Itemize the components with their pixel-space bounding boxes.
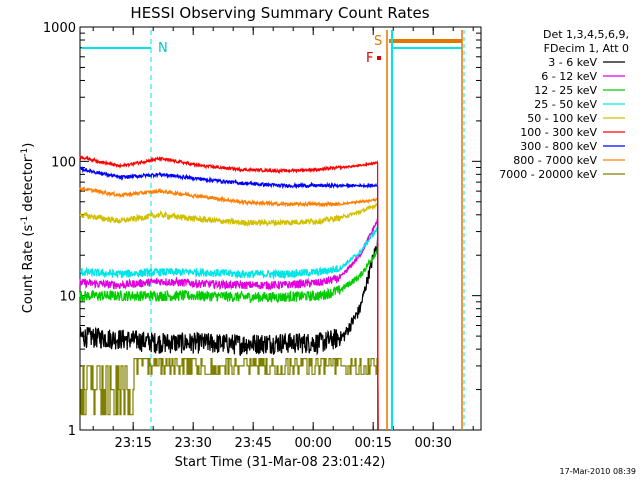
legend-label: 300 - 800 keV bbox=[520, 140, 597, 153]
legend-label: 50 - 100 keV bbox=[527, 112, 597, 125]
y-label-sup: -1 bbox=[20, 216, 30, 225]
series-line bbox=[79, 201, 379, 430]
y-label-part: Count Rate (s bbox=[21, 225, 36, 314]
flare-flag-mark bbox=[377, 56, 381, 60]
flag-markers: N S F bbox=[82, 30, 465, 430]
flare-flag-label: F bbox=[366, 51, 373, 66]
series-line bbox=[79, 218, 379, 430]
series-line bbox=[79, 186, 379, 430]
x-tick-label: 23:45 bbox=[234, 436, 271, 451]
legend-header-line: FDecim 1, Att 0 bbox=[544, 42, 629, 55]
legend: Det 1,3,4,5,6,9, FDecim 1, Att 0 3 - 6 k… bbox=[499, 28, 629, 181]
chart-title: HESSI Observing Summary Count Rates bbox=[130, 4, 429, 22]
x-tick-label: 23:15 bbox=[114, 436, 151, 451]
legend-label: 12 - 25 keV bbox=[534, 84, 597, 97]
legend-label: 3 - 6 keV bbox=[548, 56, 597, 69]
x-axis: 23:15 23:30 23:45 00:00 00:15 00:30 bbox=[92, 27, 474, 451]
plot-frame bbox=[79, 26, 482, 431]
y-tick-label: 1000 bbox=[43, 21, 76, 36]
timestamp: 17-Mar-2010 08:39 bbox=[560, 467, 637, 476]
legend-label: 25 - 50 keV bbox=[534, 98, 597, 111]
x-tick-label: 00:00 bbox=[294, 436, 331, 451]
x-axis-label: Start Time (31-Mar-08 23:01:42) bbox=[175, 455, 386, 470]
legend-label: 6 - 12 keV bbox=[541, 70, 597, 83]
y-label-part: detector bbox=[21, 156, 36, 216]
x-tick-label: 00:30 bbox=[414, 436, 451, 451]
y-label-part: ) bbox=[21, 143, 36, 148]
legend-label: 100 - 300 keV bbox=[520, 126, 597, 139]
y-tick-label: 10 bbox=[59, 290, 76, 305]
y-axis-label: Count Rate (s-1 detector-1) bbox=[20, 143, 36, 314]
y-axis: 1000 100 10 1 bbox=[43, 21, 481, 439]
y-tick-label: 100 bbox=[51, 155, 76, 170]
series-line bbox=[79, 166, 379, 430]
series-line bbox=[79, 237, 379, 430]
series-lines bbox=[79, 155, 379, 430]
x-tick-label: 00:15 bbox=[354, 436, 391, 451]
night-flag-label: N bbox=[158, 41, 168, 56]
y-tick-label: 1 bbox=[68, 424, 76, 439]
x-tick-label: 23:30 bbox=[174, 436, 211, 451]
y-label-sup: -1 bbox=[20, 148, 30, 157]
legend-header-line: Det 1,3,4,5,6,9, bbox=[543, 28, 629, 41]
series-line bbox=[80, 358, 379, 416]
legend-label: 800 - 7000 keV bbox=[513, 154, 597, 167]
saa-flag-label: S bbox=[374, 34, 382, 49]
series-line bbox=[79, 247, 379, 430]
legend-label: 7000 - 20000 keV bbox=[499, 168, 597, 181]
series-line bbox=[79, 226, 379, 430]
series-line bbox=[79, 155, 379, 430]
